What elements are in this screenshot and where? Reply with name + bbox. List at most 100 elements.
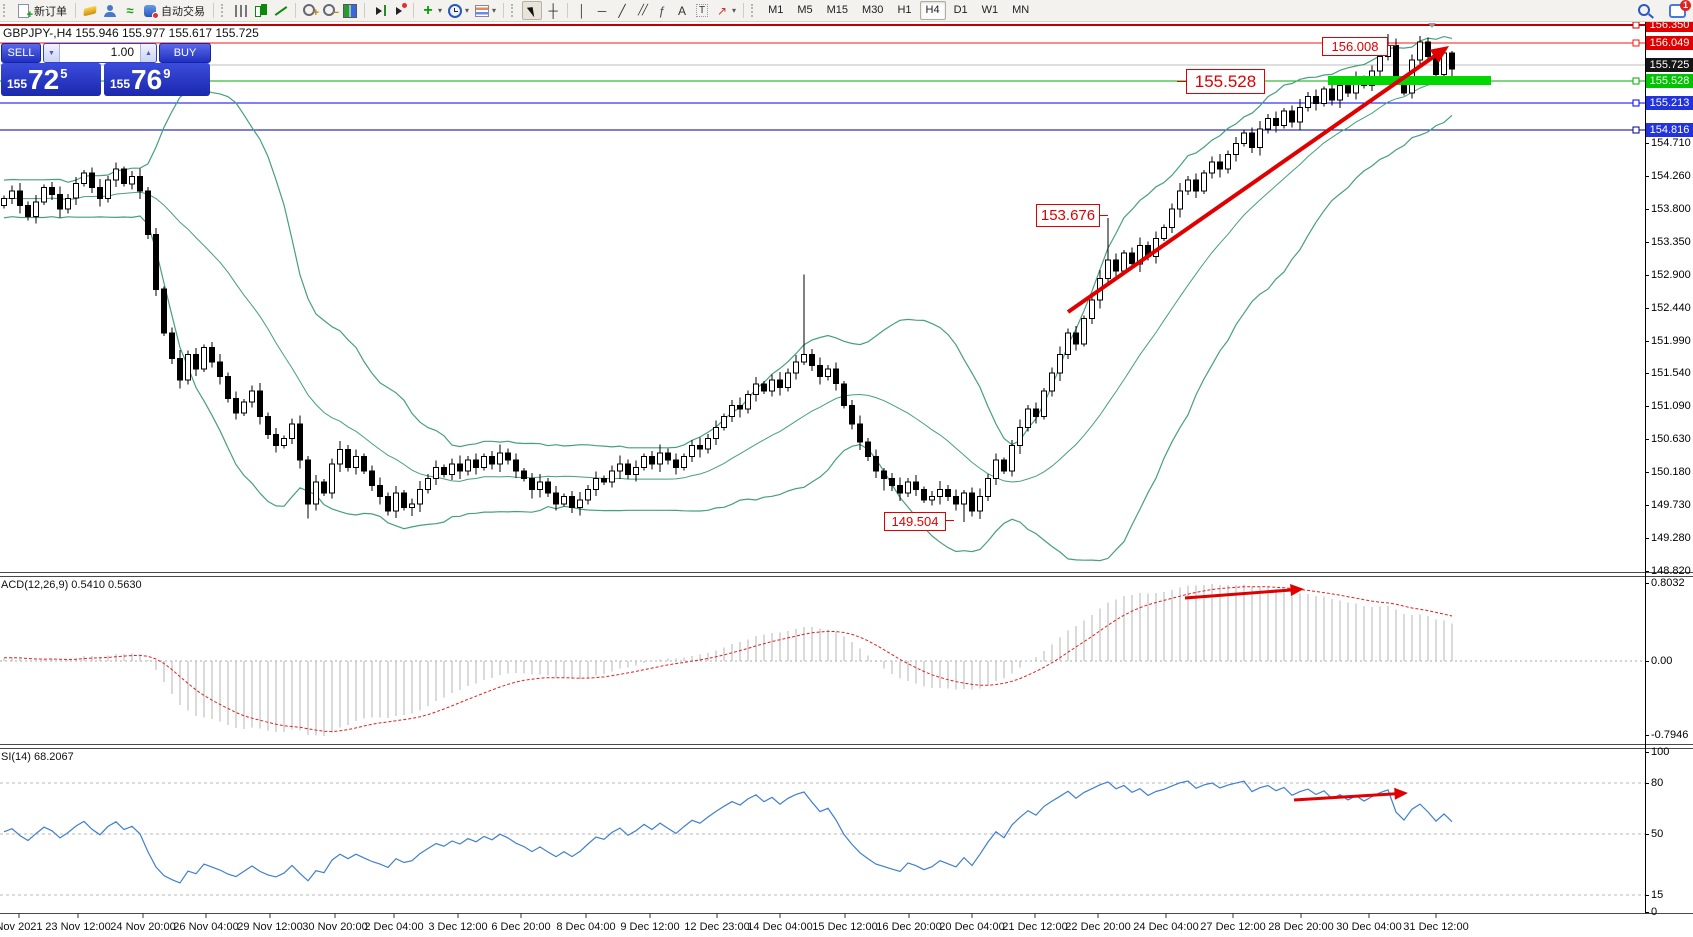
timeframe-W1[interactable]: W1 <box>981 4 999 16</box>
price-annotation-box[interactable]: 155.528 <box>1186 69 1265 94</box>
toolbar-separator <box>567 3 569 18</box>
price-tick-label: 150.630 <box>1651 433 1691 446</box>
channel-tool-icon[interactable] <box>633 2 651 19</box>
price-tickmark <box>1645 472 1649 474</box>
timeframe-M15[interactable]: M15 <box>826 4 849 16</box>
macd-tick-label: 0.8032 <box>1651 577 1685 589</box>
arrows-tool-icon[interactable] <box>713 2 731 19</box>
time-axis-label: 3 Dec 12:00 <box>428 921 488 933</box>
time-axis-label: 26 Nov 04:00 <box>173 921 239 933</box>
price-annotation-box[interactable]: 149.504 <box>884 512 946 531</box>
megaphone-icon[interactable] <box>81 2 99 19</box>
time-axis-label: 2 Dec 04:00 <box>364 921 424 933</box>
chart-shift-icon[interactable] <box>370 2 388 19</box>
bid-price-pip: 5 <box>60 66 68 81</box>
volume-input[interactable]: 1.00 <box>110 45 134 59</box>
macd-tick-label: 0.00 <box>1651 655 1673 667</box>
price-annotation-box[interactable]: 156.008 <box>1322 37 1388 56</box>
price-tick-label: 154.260 <box>1651 169 1691 182</box>
toolbar-separator <box>503 3 505 18</box>
price-tick-label: 153.800 <box>1651 202 1691 215</box>
macd-label: ACD(12,26,9) 0.5410 0.5630 <box>1 579 142 591</box>
price-tickmark <box>1645 340 1649 342</box>
autotrading-icon[interactable] <box>141 2 159 19</box>
price-tick-label: 148.820 <box>1651 564 1691 577</box>
chat-icon[interactable]: 1 <box>1668 0 1691 19</box>
annotation-connector <box>1099 215 1108 216</box>
horizontal-line-tool-icon[interactable] <box>593 2 611 19</box>
price-annotation-box[interactable]: 153.676 <box>1036 204 1100 227</box>
toolbar-grip[interactable] <box>751 4 757 17</box>
toolbar: 新订单 自动交易 ▾ ▾ ▾ ▾ <box>0 0 1693 22</box>
zoom-out-icon[interactable] <box>321 2 339 19</box>
volume-increase-button[interactable]: ▲ <box>140 44 156 62</box>
sell-button[interactable]: SELL <box>1 43 41 63</box>
timeframe-M1[interactable]: M1 <box>768 4 784 16</box>
chevron-down-icon[interactable]: ▾ <box>732 6 737 15</box>
templates-icon[interactable] <box>473 2 491 19</box>
indicators-icon[interactable] <box>419 2 437 19</box>
zoom-in-icon[interactable] <box>301 2 319 19</box>
signals-icon[interactable] <box>121 2 139 19</box>
tile-windows-icon[interactable] <box>341 2 359 19</box>
chevron-down-icon[interactable]: ▾ <box>492 6 497 15</box>
new-order-icon[interactable] <box>14 2 33 21</box>
macd-tickmark <box>1645 583 1649 584</box>
price-tick-label: 150.180 <box>1651 466 1691 479</box>
toolbar-grip[interactable] <box>511 4 517 17</box>
search-icon[interactable] <box>1636 2 1654 19</box>
timeframe-M30[interactable]: M30 <box>862 4 884 16</box>
time-axis-label: 12 Dec 23:00 <box>684 921 750 933</box>
volume-stepper: ▼ 1.00 ▲ <box>43 43 157 63</box>
crosshair-tool-icon[interactable] <box>544 2 562 19</box>
time-axis-label: 8 Dec 04:00 <box>556 921 616 933</box>
time-axis-label: 30 Nov 20:00 <box>302 921 368 933</box>
ask-price-figure: 155 <box>110 77 131 91</box>
toolbar-grip[interactable] <box>221 4 227 17</box>
candlestick-chart-icon[interactable] <box>252 2 270 19</box>
timeframe-M5[interactable]: M5 <box>797 4 813 16</box>
toolbar-grip[interactable] <box>3 4 9 17</box>
price-tickmark <box>1645 373 1649 375</box>
autotrading-label[interactable]: 自动交易 <box>161 5 205 18</box>
bid-price-main: 72 <box>28 64 60 95</box>
object-anchor-icon <box>1428 23 1436 28</box>
time-axis-label: 28 Dec 20:00 <box>1268 921 1334 933</box>
rsi-tick-label: 0 <box>1651 906 1658 918</box>
time-axis-label: 20 Dec 04:00 <box>939 921 1005 933</box>
timeframe-D1[interactable]: D1 <box>953 4 968 16</box>
profile-icon[interactable] <box>101 2 119 19</box>
time-axis-label: 31 Dec 12:00 <box>1403 921 1469 933</box>
auto-scroll-icon[interactable] <box>390 2 408 19</box>
periods-icon[interactable] <box>446 2 464 19</box>
rsi-tickmark <box>1645 783 1649 784</box>
trendline-tool-icon[interactable] <box>613 2 631 19</box>
timeframe-H4[interactable]: H4 <box>919 1 946 20</box>
new-order-label[interactable]: 新订单 <box>34 5 67 18</box>
time-axis-label: 24 Dec 04:00 <box>1133 921 1199 933</box>
vertical-line-tool-icon[interactable] <box>573 2 591 19</box>
line-chart-icon[interactable] <box>272 2 290 19</box>
time-axis-label: 16 Dec 20:00 <box>876 921 942 933</box>
text-tool-icon[interactable] <box>673 2 691 19</box>
buy-button[interactable]: BUY <box>159 43 211 63</box>
label-tool-icon[interactable] <box>693 2 711 19</box>
timeframe-H1[interactable]: H1 <box>897 4 912 16</box>
volume-decrease-button[interactable]: ▼ <box>44 44 60 62</box>
time-axis-label: 15 Dec 12:00 <box>812 921 878 933</box>
timeframe-MN[interactable]: MN <box>1012 4 1030 16</box>
time-axis-label: 22 Dec 20:00 <box>1065 921 1131 933</box>
chart-title: GBPJPY-,H4 155.946 155.977 155.617 155.7… <box>3 26 259 40</box>
bar-chart-icon[interactable] <box>232 2 250 19</box>
cursor-tool-icon[interactable] <box>522 1 543 20</box>
price-tickmark <box>1645 143 1649 144</box>
chevron-down-icon[interactable]: ▾ <box>438 6 443 15</box>
bid-price-box[interactable]: 155 72 5 <box>1 63 101 96</box>
price-tickmark <box>1645 274 1649 276</box>
ask-price-box[interactable]: 155 76 9 <box>104 63 210 96</box>
fibonacci-tool-icon[interactable] <box>653 2 671 19</box>
chevron-down-icon[interactable]: ▾ <box>465 6 470 15</box>
time-axis-label: 27 Dec 12:00 <box>1200 921 1266 933</box>
